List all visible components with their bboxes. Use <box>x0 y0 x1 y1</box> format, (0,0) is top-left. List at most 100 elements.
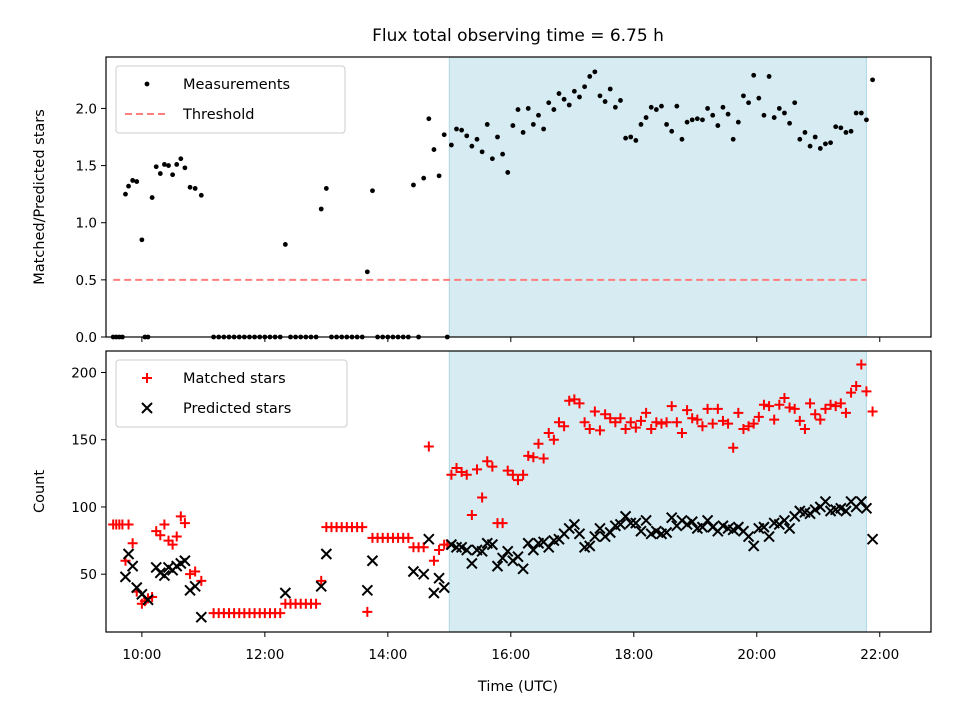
data-point <box>738 423 749 434</box>
data-point <box>175 511 186 522</box>
legend-marker <box>142 373 152 383</box>
data-point <box>661 417 672 428</box>
data-point <box>571 88 577 94</box>
data-point <box>426 116 432 122</box>
data-point <box>167 539 178 550</box>
data-point <box>123 191 128 197</box>
data-point <box>646 423 657 434</box>
data-point <box>817 146 823 151</box>
data-point <box>653 107 659 112</box>
data-point <box>694 116 700 122</box>
data-point <box>866 533 879 545</box>
data-point <box>746 100 751 106</box>
data-point <box>799 423 810 434</box>
data-point <box>725 111 731 117</box>
data-point <box>594 522 606 535</box>
data-point <box>679 136 685 142</box>
data-point <box>692 414 703 425</box>
data-point <box>574 398 585 409</box>
data-point <box>666 401 677 412</box>
data-point <box>476 545 488 558</box>
data-point <box>543 428 554 439</box>
data-point <box>853 110 859 116</box>
data-point <box>643 115 649 120</box>
data-point <box>840 407 851 418</box>
data-point <box>610 417 621 428</box>
data-point <box>495 134 500 140</box>
data-point <box>522 537 534 549</box>
data-point <box>701 514 714 527</box>
data-point <box>122 548 135 560</box>
data-point <box>482 456 493 467</box>
data-point <box>742 530 755 543</box>
data-point <box>712 403 723 414</box>
data-point <box>553 417 564 428</box>
data-point <box>446 469 457 480</box>
data-point <box>170 172 176 178</box>
data-point <box>454 126 459 132</box>
data-point <box>155 530 166 541</box>
data-point <box>812 134 818 140</box>
data-point <box>584 540 596 552</box>
data-point <box>676 428 687 439</box>
data-point <box>687 413 698 424</box>
data-point <box>450 541 463 554</box>
data-point <box>370 188 375 194</box>
data-point <box>403 532 414 543</box>
data-point <box>566 102 572 108</box>
data-point <box>441 132 447 138</box>
data-point <box>179 518 190 529</box>
data-point <box>548 434 559 445</box>
data-point <box>789 403 800 414</box>
data-point <box>705 106 710 111</box>
data-point <box>411 182 416 188</box>
data-point <box>421 175 427 181</box>
data-point <box>512 475 523 486</box>
data-point <box>158 569 171 582</box>
data-point <box>715 123 721 128</box>
data-point <box>195 611 208 623</box>
data-point <box>520 130 526 135</box>
data-point <box>697 421 708 432</box>
data-point <box>743 421 754 432</box>
data-point <box>802 130 808 135</box>
data-point <box>594 425 605 436</box>
data-point <box>640 514 652 527</box>
plot-frame <box>105 56 932 338</box>
data-point <box>502 465 513 476</box>
data-point <box>635 525 647 537</box>
data-point <box>787 120 792 126</box>
data-point <box>710 112 716 118</box>
data-point <box>130 178 136 183</box>
data-point <box>131 581 143 594</box>
data-point <box>491 560 504 572</box>
data-point <box>625 517 637 529</box>
data-point <box>623 135 628 141</box>
data-point <box>604 526 616 539</box>
data-point <box>423 533 435 545</box>
data-point <box>126 183 131 189</box>
data-point <box>753 411 764 422</box>
data-point <box>589 406 600 417</box>
data-point <box>487 461 498 472</box>
observing-span <box>448 350 867 633</box>
legend-label: Threshold <box>182 107 254 123</box>
data-point <box>614 518 627 531</box>
data-point <box>433 572 445 584</box>
data-point <box>179 555 191 567</box>
data-point <box>771 115 777 120</box>
data-point <box>174 162 180 167</box>
data-point <box>315 580 327 592</box>
data-point <box>569 394 580 405</box>
data-point <box>559 421 570 432</box>
data-point <box>517 563 529 575</box>
data-point <box>507 469 518 480</box>
legend-box <box>115 359 348 428</box>
data-point <box>171 531 182 542</box>
data-point <box>533 438 544 449</box>
legend-marker <box>141 402 153 414</box>
data-point <box>579 417 590 428</box>
data-point <box>582 84 588 90</box>
data-point <box>794 415 805 426</box>
data-point <box>198 192 204 198</box>
